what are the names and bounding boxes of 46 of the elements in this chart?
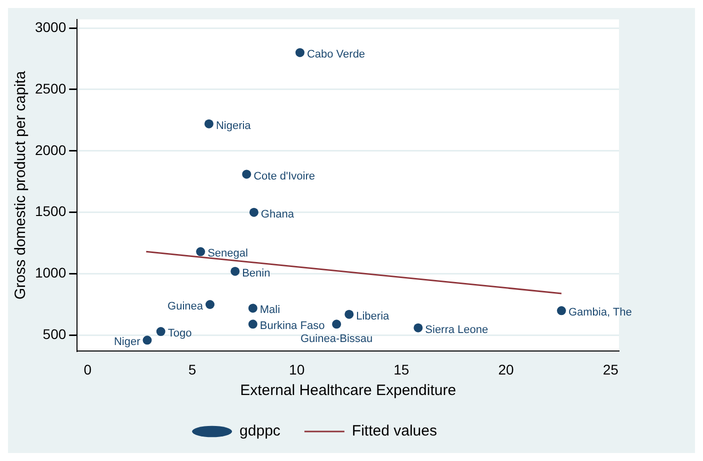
annotation: Senegal — [208, 248, 248, 260]
annotation: Gambia, The — [568, 306, 632, 319]
point — [205, 300, 214, 309]
point — [344, 310, 354, 319]
annotation: Cabo Verde — [306, 48, 366, 61]
x-tick-label: 15 — [394, 361, 410, 378]
y-tick-label: 3000 — [34, 18, 66, 35]
y-tick-label: 2500 — [34, 80, 66, 96]
x-tick-label: 25 — [602, 361, 619, 378]
annotation: Cote d'Ivoire — [254, 170, 316, 182]
point — [230, 266, 240, 276]
annotation: Benin — [242, 267, 270, 280]
point — [332, 320, 342, 329]
x-tick-label: 20 — [498, 361, 514, 378]
legend-label: gdppc — [240, 422, 281, 440]
point — [156, 327, 166, 336]
point — [142, 336, 152, 345]
legend-label: Fitted values — [352, 422, 437, 440]
annotation: Ghana — [260, 208, 295, 220]
y-tick-label: 1000 — [34, 264, 66, 281]
x-tick-label: 5 — [188, 361, 196, 378]
annotation: Guinea — [168, 300, 204, 313]
point — [242, 170, 252, 179]
point — [204, 119, 214, 128]
annotation: Burkina Faso — [260, 320, 325, 332]
annotation: Liberia — [356, 310, 390, 322]
annotation: Sierra Leone — [425, 324, 488, 336]
x-tick-label: 10 — [289, 361, 305, 378]
annotation: Guinea-Bissau — [300, 333, 373, 346]
y-tick-label: 1500 — [34, 203, 66, 220]
point — [196, 247, 206, 256]
point — [295, 48, 304, 58]
annotation: Togo — [168, 328, 192, 340]
point — [556, 306, 566, 316]
y-tick-label: 2000 — [34, 142, 66, 158]
point — [248, 320, 258, 329]
y-axis-title: Gross domestic product per capita — [12, 70, 30, 300]
point — [248, 304, 258, 313]
point — [249, 208, 258, 217]
annotation: Niger — [114, 336, 141, 348]
annotation: Mali — [260, 304, 280, 316]
x-axis-title: External Healthcare Expenditure — [240, 382, 456, 400]
annotation: Nigeria — [216, 120, 252, 132]
x-tick-label: 0 — [84, 361, 92, 378]
y-tick-label: 500 — [42, 326, 66, 342]
point — [414, 323, 423, 332]
